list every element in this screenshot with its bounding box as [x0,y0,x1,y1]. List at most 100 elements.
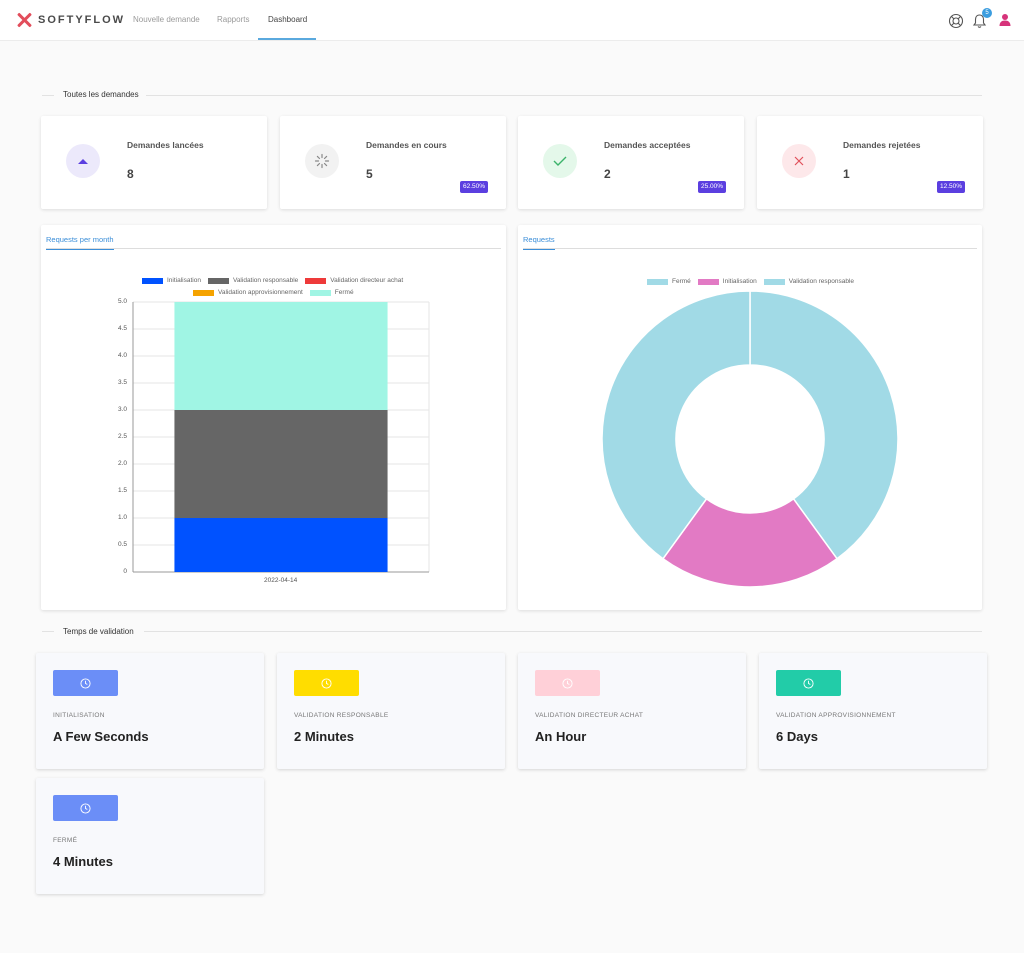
stat-value: 5 [366,167,373,181]
help-lifebuoy-icon[interactable] [948,13,964,29]
y-tick-label: 2.0 [117,460,127,467]
donut-slice-1 [661,497,839,588]
check-icon [553,156,567,166]
clock-icon [562,677,573,689]
section-divider [42,95,54,96]
legend-label: Validation directeur achat [330,277,404,284]
section-divider [42,631,54,632]
time-value: A Few Seconds [53,729,149,744]
section-title-validation-time: Temps de validation [63,627,134,636]
time-value: An Hour [535,729,587,744]
y-tick-label: 1.5 [117,487,127,494]
time-value: 2 Minutes [294,729,354,744]
bar-chart-legend-row2: Validation approvisionnement Fermé [193,289,361,296]
notification-badge: 5 [982,8,992,18]
legend-item[interactable]: Initialisation [697,278,757,285]
legend-swatch [305,277,327,284]
legend-label: Fermé [334,289,354,296]
legend-swatch [142,277,163,284]
bar-segment-4 [174,302,388,410]
stat-value: 8 [127,167,134,181]
legend-item[interactable]: Validation responsable [207,277,298,284]
stat-percentage-badge: 62.50% [460,181,489,193]
user-icon[interactable] [998,13,1012,27]
time-icon-button[interactable] [294,670,359,696]
nav-active-indicator [258,38,316,40]
close-icon [794,156,804,166]
y-tick-label: 0 [123,568,127,575]
time-label: VALIDATION DIRECTEUR ACHAT [535,712,644,719]
stat-card-rejected: Demandes rejetées 1 12.50% [757,116,983,209]
legend-item[interactable]: Validation directeur achat [305,277,403,284]
stat-value: 1 [843,167,850,181]
x-tick-label: 2022-04-14 [264,577,298,584]
legend-label: Initialisation [722,278,757,285]
stat-percentage-badge: 12.50% [937,181,966,193]
nav-dashboard[interactable]: Dashboard [268,15,308,24]
stat-value: 2 [604,167,611,181]
time-icon-button[interactable] [53,795,118,821]
clock-icon [803,677,814,689]
time-icon-button[interactable] [776,670,841,696]
bar-segment-1 [174,410,388,518]
stat-label: Demandes rejetées [843,140,921,150]
bar-chart [132,301,430,573]
legend-item[interactable]: Fermé [309,289,354,296]
legend-item[interactable]: Initialisation [142,277,201,284]
legend-swatch [193,289,214,296]
y-tick-label: 2.5 [117,433,127,440]
spinner-icon [314,153,330,169]
legend-label: Validation responsable [788,278,855,285]
donut-slice-0 [749,290,899,560]
requests-panel: Requests Fermé Initialisation Validation… [518,225,982,610]
time-label: VALIDATION RESPONSABLE [294,712,389,719]
legend-item[interactable]: Fermé [647,278,691,285]
tab-divider [523,248,977,249]
donut-chart [601,290,899,588]
time-card-validation-directeur-achat: VALIDATION DIRECTEUR ACHAT An Hour [518,653,746,769]
y-tick-label: 5.0 [117,298,127,305]
clock-icon [80,802,91,814]
nav-nouvelle-demande[interactable]: Nouvelle demande [133,15,200,24]
y-tick-label: 4.0 [117,352,127,359]
y-tick-label: 4.5 [117,325,127,332]
legend-swatch [207,277,229,284]
tab-requests-per-month[interactable]: Requests per month [46,235,114,250]
tab-divider [46,248,501,249]
time-card-validation-approvisionnement: VALIDATION APPROVISIONNEMENT 6 Days [759,653,987,769]
donut-legend: Fermé Initialisation Validation responsa… [647,278,861,285]
legend-item[interactable]: Validation approvisionnement [193,289,303,296]
stat-card-in-progress: Demandes en cours 5 62.50% [280,116,506,209]
legend-swatch [309,289,331,296]
time-icon-button[interactable] [53,670,118,696]
legend-swatch [763,278,785,285]
stat-icon-wrap [782,144,816,178]
legend-label: Fermé [672,278,691,285]
stat-icon-wrap [66,144,100,178]
stat-label: Demandes en cours [366,140,447,150]
requests-per-month-panel: Requests per month Initialisation Valida… [41,225,506,610]
time-label: INITIALISATION [53,712,105,719]
stat-label: Demandes lancées [127,140,204,150]
stat-percentage-badge: 25.00% [698,181,727,193]
stat-label: Demandes acceptées [604,140,691,150]
clock-icon [321,677,332,689]
triangle-up-icon [78,159,88,164]
time-value: 4 Minutes [53,854,113,869]
tab-requests[interactable]: Requests [523,235,555,250]
section-title-all-requests: Toutes les demandes [63,90,139,99]
section-divider [144,631,982,632]
legend-item[interactable]: Validation responsable [763,278,855,285]
time-card-validation-responsable: VALIDATION RESPONSABLE 2 Minutes [277,653,505,769]
stat-card-launched: Demandes lancées 8 [41,116,267,209]
logo[interactable]: SOFTYFLOW [16,12,125,28]
time-value: 6 Days [776,729,818,744]
navbar: SOFTYFLOW Nouvelle demande Rapports Dash… [0,0,1024,41]
nav-rapports[interactable]: Rapports [217,15,250,24]
time-icon-button[interactable] [535,670,600,696]
time-card-ferme: FERMÉ 4 Minutes [36,778,264,894]
legend-swatch [697,278,719,285]
y-tick-label: 3.0 [117,406,127,413]
stat-icon-wrap [543,144,577,178]
legend-label: Validation approvisionnement [218,289,303,296]
